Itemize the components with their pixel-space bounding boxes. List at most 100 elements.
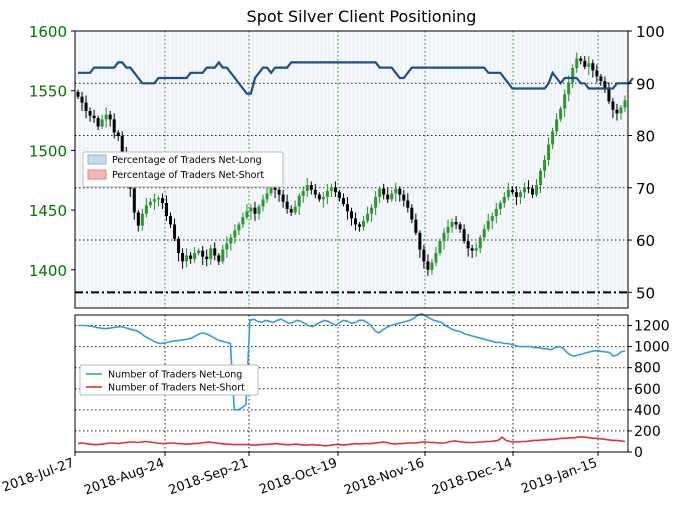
candle (378, 186, 382, 203)
candle-body (510, 189, 514, 193)
candle-body (526, 187, 530, 189)
legend-swatch-net-long (87, 154, 107, 165)
candle (422, 244, 426, 269)
candle-body (518, 192, 522, 197)
candle-body (156, 198, 160, 200)
candle (599, 73, 603, 86)
candle-body (201, 250, 205, 257)
candle-body (132, 188, 136, 213)
candle-body (478, 237, 482, 249)
left-tick-label: 1550 (29, 83, 67, 101)
candle-body (559, 108, 563, 120)
candle (350, 207, 353, 226)
candle (156, 195, 160, 207)
candle (575, 52, 579, 73)
right-tick-label: 100 (636, 23, 665, 41)
candle (189, 251, 193, 264)
left-tick-label: 1500 (29, 142, 67, 160)
candle-body (100, 119, 104, 127)
candle-body (329, 187, 333, 191)
net-short-count-line (77, 435, 626, 447)
candle-body (233, 230, 237, 238)
candle (398, 186, 402, 202)
candle-body (136, 212, 140, 226)
candle (591, 59, 595, 78)
candle-body (474, 248, 478, 251)
candle-body (567, 82, 571, 95)
candle (615, 103, 619, 121)
candle (390, 189, 394, 202)
bottom-legend: Number of Traders Net-Long Number of Trad… (79, 364, 259, 396)
candle (522, 182, 526, 199)
bottom-right-tick-label: 0 (634, 445, 643, 461)
candle (160, 193, 164, 209)
candle-body (249, 207, 253, 212)
candlesticks (76, 52, 627, 276)
candle-body (92, 115, 96, 119)
candle-body (213, 248, 217, 256)
candle (297, 193, 301, 215)
candle (571, 64, 575, 89)
candle (301, 186, 305, 203)
legend-label-net-short-count: Number of Traders Net-Short (108, 383, 245, 394)
candle (193, 247, 197, 263)
candle (112, 113, 116, 139)
candle-body (181, 253, 185, 262)
candle (382, 183, 386, 200)
candle-body (418, 232, 422, 250)
candle (261, 194, 265, 212)
candle (446, 219, 450, 240)
candle-body (450, 222, 454, 227)
candle (285, 194, 289, 214)
candle (221, 244, 225, 264)
candle (100, 114, 104, 129)
candle (341, 193, 345, 207)
candle (362, 216, 366, 231)
candle (526, 180, 530, 194)
candle-body (442, 232, 446, 242)
candle (253, 201, 257, 221)
candle (603, 76, 607, 94)
candle-body (245, 211, 249, 218)
candle-body (434, 253, 438, 263)
candle (563, 89, 567, 117)
candle-body (345, 204, 349, 212)
candle (80, 91, 84, 111)
candle-body (402, 194, 406, 201)
candle-body (108, 114, 112, 120)
candle-body (80, 96, 84, 103)
candle-body (257, 206, 261, 214)
candle-body (551, 131, 555, 145)
legend-label-net-long: Percentage of Traders Net-Long (112, 155, 262, 166)
candle-body (209, 248, 213, 260)
candle (209, 244, 213, 266)
candle-body (293, 206, 297, 213)
candle (535, 179, 539, 197)
right-tick-label: 80 (636, 128, 655, 146)
candle-body (430, 262, 434, 270)
candle (539, 168, 543, 194)
candle-body (543, 159, 547, 171)
candle (370, 204, 374, 223)
candle-body (454, 222, 458, 225)
candle (233, 224, 237, 244)
candle (426, 254, 430, 276)
candle (241, 212, 245, 229)
candle (579, 56, 583, 65)
candle-body (583, 60, 587, 67)
candle (462, 224, 466, 244)
candle-body (470, 248, 474, 251)
candle (619, 105, 623, 120)
candle-body (317, 194, 321, 200)
candle-body (152, 199, 156, 202)
candle (96, 115, 100, 131)
candle (494, 202, 498, 224)
candle (333, 181, 337, 197)
bottom-frame (74, 314, 629, 453)
candle-body (398, 188, 402, 195)
candle (197, 248, 201, 256)
candle (225, 236, 229, 258)
candle (345, 196, 349, 220)
bottom-right-tick-label: 400 (634, 403, 661, 419)
candle-body (458, 224, 462, 230)
